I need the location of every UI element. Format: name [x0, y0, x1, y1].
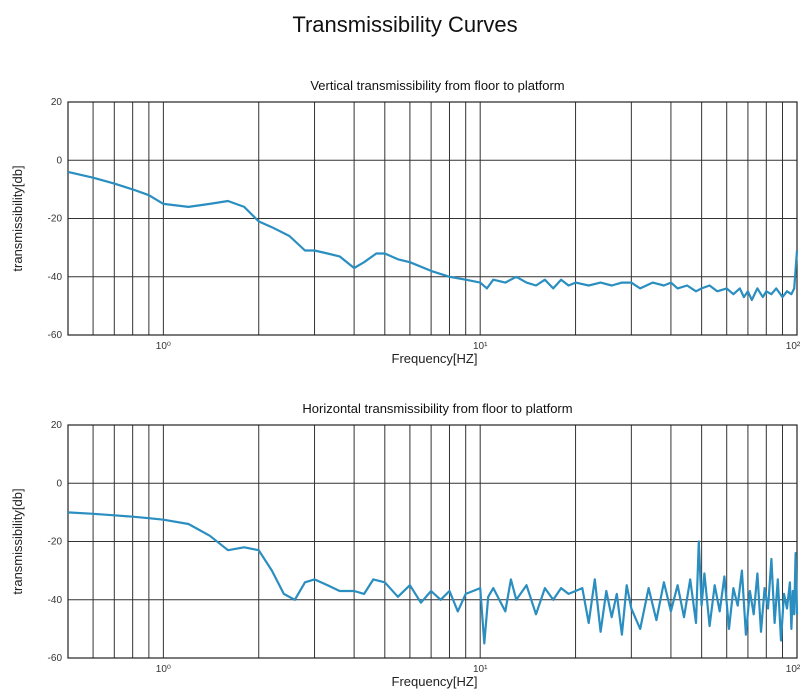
- chart1-y-tick-label: -20: [48, 214, 63, 225]
- chart2-y-tick-label: 0: [56, 478, 62, 489]
- chart2-y-tick-label: -20: [48, 537, 63, 548]
- chart1-y-tick-label: 0: [56, 155, 62, 166]
- chart1-x-tick-label: 10⁰: [156, 341, 171, 352]
- chart2-y-tick-label: -60: [48, 653, 63, 664]
- page-title: Transmissibility Curves: [292, 12, 518, 37]
- chart2-plot-frame: [67, 424, 798, 659]
- chart2-x-axis-label: Frequency[HZ]: [392, 674, 478, 689]
- chart1-x-tick-label: 10¹: [473, 341, 488, 352]
- chart2-x-tick-label: 10⁰: [156, 664, 171, 675]
- chart1-y-axis-label: transmissibility[db]: [10, 165, 25, 271]
- chart2-title: Horizontal transmissibility from floor t…: [302, 401, 572, 416]
- chart1-x-tick-label: 10²: [786, 341, 801, 352]
- chart2-series-line: [67, 511, 799, 645]
- chart1-title: Vertical transmissibility from floor to …: [310, 78, 564, 93]
- chart2-y-axis-label: transmissibility[db]: [10, 488, 25, 594]
- chart1-x-axis-label: Frequency[HZ]: [392, 351, 478, 366]
- chart2-x-tick-label: 10¹: [473, 664, 488, 675]
- chart1-plot-frame: [67, 101, 798, 336]
- chart2-y-tick-label: 20: [51, 420, 63, 431]
- chart2-y-tick-label: -40: [48, 595, 63, 606]
- chart2-x-tick-label: 10²: [786, 664, 801, 675]
- chart1-y-tick-label: -40: [48, 272, 63, 283]
- chart1-y-tick-label: -60: [48, 330, 63, 341]
- chart1-series-line: [67, 170, 799, 302]
- chart1-y-tick-label: 20: [51, 97, 63, 108]
